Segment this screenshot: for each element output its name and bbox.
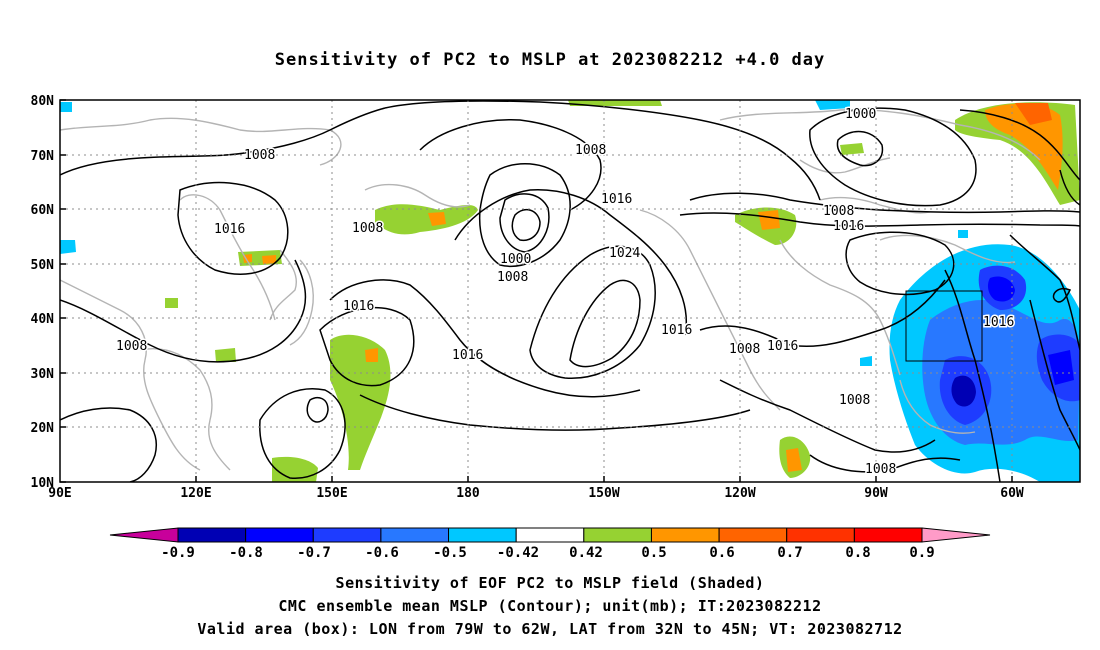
contour-labels: 1000 1008 1016 1008 1008 1016 1000 1008 … <box>115 106 1016 479</box>
lat-label: 30N <box>31 367 55 382</box>
contour-label: 1000 <box>500 252 531 267</box>
colorbar-cell <box>380 527 450 543</box>
footer-line-1: Sensitivity of EOF PC2 to MSLP field (Sh… <box>335 574 765 592</box>
lon-label: 90W <box>864 486 888 501</box>
contour-label: 1016 <box>767 339 798 354</box>
footer-line-3: Valid area (box): LON from 79W to 62W, L… <box>197 620 903 638</box>
lon-label: 60W <box>1000 486 1024 501</box>
colorbar-label: 0.8 <box>845 545 870 561</box>
lon-label: 120E <box>180 486 211 501</box>
lon-label: 150W <box>588 486 619 501</box>
lon-label: 180 <box>456 486 480 501</box>
colorbar-cell <box>650 527 720 543</box>
colorbar-label: -0.7 <box>297 545 331 561</box>
positive-sensitivity-shading <box>165 100 1080 482</box>
negative-sensitivity-shading <box>60 100 1080 482</box>
contour-label: 1016 <box>601 192 632 207</box>
colorbar-label: 0.9 <box>909 545 934 561</box>
contour-label: 1024 <box>609 246 640 261</box>
colorbar-label: -0.8 <box>229 545 263 561</box>
colorbar <box>109 527 991 543</box>
longitude-labels: 90E 120E 150E 180 150W 120W 90W 60W <box>48 486 1024 501</box>
colorbar-label: -0.42 <box>497 545 539 561</box>
lat-label: 60N <box>31 203 55 218</box>
colorbar-label: 0.42 <box>569 545 603 561</box>
contour-label: 1000 <box>845 107 876 122</box>
contour-label: 1008 <box>575 143 606 158</box>
contour-label: 1016 <box>452 348 483 363</box>
lat-label: 10N <box>31 476 55 491</box>
lat-label: 40N <box>31 312 55 327</box>
colorbar-cell <box>515 527 585 543</box>
lat-label: 50N <box>31 258 55 273</box>
valid-area-box <box>905 290 983 362</box>
contour-label: 1016 <box>661 323 692 338</box>
contour-label: 1008 <box>839 393 870 408</box>
coastlines <box>60 108 1041 471</box>
colorbar-cell <box>718 527 788 543</box>
footer-line-2: CMC ensemble mean MSLP (Contour); unit(m… <box>278 597 822 615</box>
contour-label: 1016 <box>983 315 1014 330</box>
contour-label: 1008 <box>244 148 275 163</box>
contour-label: 1008 <box>729 342 760 357</box>
colorbar-cell <box>448 527 517 543</box>
colorbar-label: -0.5 <box>433 545 467 561</box>
contour-label: 1008 <box>352 221 383 236</box>
axis-ticks <box>60 99 1013 483</box>
contour-label: 1016 <box>343 299 374 314</box>
lat-label: 70N <box>31 149 55 164</box>
colorbar-high-cap <box>921 527 991 543</box>
contour-label: 1008 <box>497 270 528 285</box>
map-frame <box>59 99 1081 483</box>
contour-label: 1008 <box>116 339 147 354</box>
colorbar-cell <box>583 527 652 543</box>
colorbar-cell <box>786 527 855 543</box>
colorbar-labels: -0.9 -0.8 -0.7 -0.6 -0.5 -0.42 0.42 0.5 … <box>161 545 935 561</box>
colorbar-cell <box>312 527 382 543</box>
colorbar-label: 0.5 <box>641 545 666 561</box>
colorbar-label: -0.9 <box>161 545 195 561</box>
colorbar-cell <box>177 527 247 543</box>
lon-label: 150E <box>316 486 347 501</box>
lat-label: 80N <box>31 94 55 109</box>
mslp-contours <box>60 100 1080 482</box>
colorbar-cell <box>853 527 923 543</box>
lon-label: 90E <box>48 486 71 501</box>
figure-title: Sensitivity of PC2 to MSLP at 2023082212… <box>274 50 826 70</box>
latitude-labels: 80N 70N 60N 50N 40N 30N 20N 10N <box>31 94 55 491</box>
lat-lon-grid <box>60 100 1080 482</box>
contour-label: 1016 <box>214 222 245 237</box>
contour-label: 1008 <box>823 204 854 219</box>
colorbar-label: -0.6 <box>365 545 399 561</box>
contour-label: 1016 <box>833 219 864 234</box>
lat-label: 20N <box>31 421 55 436</box>
contour-label: 1008 <box>865 462 896 477</box>
lon-label: 120W <box>724 486 755 501</box>
colorbar-low-cap <box>109 527 179 543</box>
colorbar-label: 0.7 <box>777 545 802 561</box>
colorbar-cell <box>245 527 314 543</box>
colorbar-label: 0.6 <box>709 545 734 561</box>
